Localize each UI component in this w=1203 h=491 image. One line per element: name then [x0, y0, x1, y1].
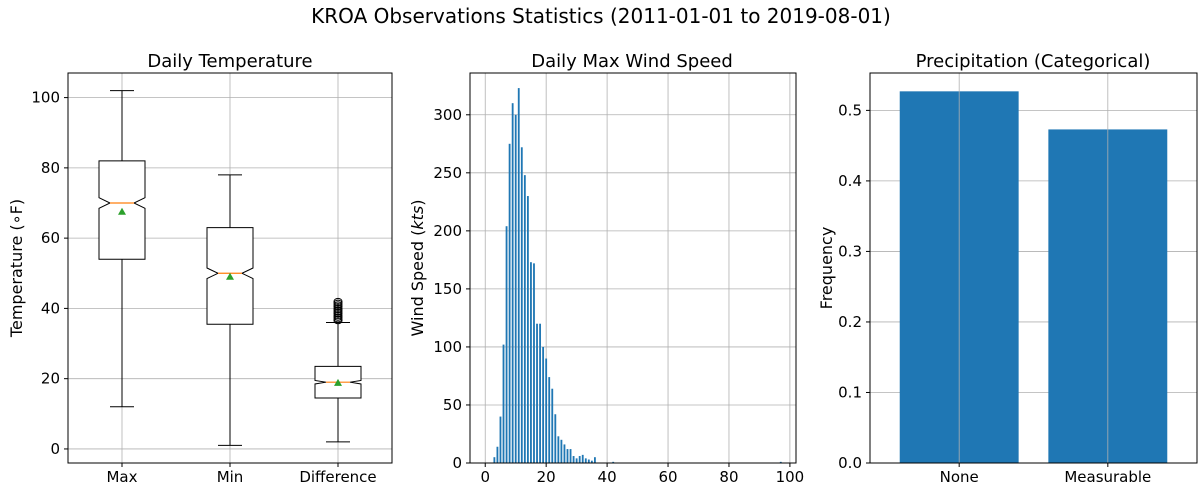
- wind-y-tick-label: 150: [433, 280, 462, 298]
- wind-speed-bar: [502, 344, 505, 463]
- temperature-x-tick-label: Difference: [299, 468, 376, 486]
- wind-speed-bar: [560, 439, 563, 463]
- wind-y-tick-label: 300: [433, 106, 462, 124]
- wind-speed-bar: [569, 449, 572, 463]
- precip-y-tick-label: 0.1: [838, 383, 862, 401]
- precipitation-bar-panel: Precipitation (Categorical) Frequency 0.…: [817, 51, 1198, 486]
- wind-speed-bar: [578, 456, 581, 463]
- wind-chart-title: Daily Max Wind Speed: [531, 51, 733, 72]
- temperature-y-tick-label: 40: [41, 299, 60, 317]
- temperature-y-tick-label: 20: [41, 370, 60, 388]
- wind-x-tick-label: 40: [598, 468, 617, 486]
- wind-speed-bar: [493, 457, 496, 463]
- precip-x-tick-label: None: [940, 468, 979, 486]
- wind-speed-bar: [557, 436, 560, 463]
- temperature-x-tick-label: Max: [106, 468, 137, 486]
- wind-speed-bar: [542, 346, 545, 463]
- wind-x-tick-label: 20: [537, 468, 556, 486]
- temperature-chart-title: Daily Temperature: [147, 51, 312, 72]
- wind-speed-bar: [514, 114, 517, 464]
- wind-x-tick-label: 100: [776, 468, 805, 486]
- precip-plot-frame: [869, 72, 1198, 464]
- wind-speed-bar: [511, 103, 514, 463]
- wind-x-tick-label: 60: [658, 468, 677, 486]
- precip-y-tick-label: 0.4: [838, 172, 862, 190]
- wind-y-axis-label: Wind Speed (kts): [408, 200, 427, 337]
- precip-x-tick-label: Measurable: [1064, 468, 1151, 486]
- wind-speed-bar: [548, 377, 551, 463]
- temperature-x-tick-label: Min: [217, 468, 244, 486]
- precip-y-tick-label: 0.3: [838, 242, 862, 260]
- wind-speed-bar: [523, 175, 526, 463]
- precip-y-tick-label: 0.0: [838, 454, 862, 472]
- temperature-boxplot-panel: Daily Temperature Temperature (∘F) 0 20 40…: [7, 51, 393, 486]
- wind-speed-bar: [590, 460, 593, 463]
- precip-bars: [899, 91, 1168, 463]
- wind-speed-bar: [508, 143, 511, 463]
- wind-speed-bar: [563, 444, 566, 463]
- wind-speed-bar-panel: Daily Max Wind Speed Wind Speed (kts) 0 5…: [408, 51, 804, 486]
- wind-speed-bar: [496, 446, 499, 463]
- wind-speed-bar: [587, 459, 590, 463]
- wind-speed-bar: [533, 263, 535, 463]
- temperature-y-tick-label: 100: [31, 89, 60, 107]
- box-mean-marker: [118, 207, 126, 215]
- wind-speed-bar: [520, 147, 523, 464]
- wind-y-tick-label: 50: [443, 396, 462, 414]
- wind-speed-bar: [551, 388, 554, 463]
- wind-speed-bar: [517, 88, 520, 463]
- precip-y-axis-label: Frequency: [817, 227, 836, 310]
- wind-speed-bar: [612, 461, 615, 463]
- wind-speed-bar: [566, 449, 569, 463]
- wind-y-tick-label: 250: [433, 164, 462, 182]
- wind-speed-bar: [505, 226, 508, 463]
- wind-x-tick-label: 80: [719, 468, 738, 486]
- wind-speed-bar: [594, 457, 596, 463]
- precip-y-tick-label: 0.2: [838, 313, 862, 331]
- precip-chart-title: Precipitation (Categorical): [916, 51, 1151, 72]
- wind-speed-bar: [779, 461, 782, 463]
- precip-y-tick-label: 0.5: [838, 101, 862, 119]
- wind-x-tick-label: 0: [480, 468, 490, 486]
- figure-suptitle: KROA Observations Statistics (2011-01-01…: [311, 4, 891, 28]
- wind-plot-frame: [469, 72, 797, 464]
- wind-speed-bar: [539, 323, 541, 463]
- box-mean-marker: [334, 378, 342, 386]
- wind-y-tick-label: 0: [452, 454, 462, 472]
- wind-y-tick-label: 200: [433, 222, 462, 240]
- wind-speed-bar: [530, 262, 532, 463]
- wind-speed-bar: [581, 454, 584, 463]
- temperature-y-axis-label: Temperature (∘F): [7, 199, 26, 338]
- box-outlier-point: [333, 297, 343, 305]
- wind-speed-bar: [584, 458, 587, 463]
- wind-speed-bar: [575, 458, 578, 463]
- temperature-y-tick-label: 0: [50, 440, 60, 458]
- wind-speed-bar: [499, 416, 502, 463]
- box-mean-marker: [226, 272, 234, 280]
- wind-speed-bar: [572, 456, 575, 463]
- wind-speed-bar: [554, 414, 557, 463]
- wind-speed-bar: [536, 323, 538, 463]
- wind-speed-bar: [526, 196, 529, 464]
- temperature-y-tick-label: 80: [41, 159, 60, 177]
- wind-speed-bar: [545, 358, 548, 463]
- temperature-y-tick-label: 60: [41, 229, 60, 247]
- wind-y-tick-label: 100: [433, 338, 462, 356]
- temperature-plot-frame: [67, 72, 393, 464]
